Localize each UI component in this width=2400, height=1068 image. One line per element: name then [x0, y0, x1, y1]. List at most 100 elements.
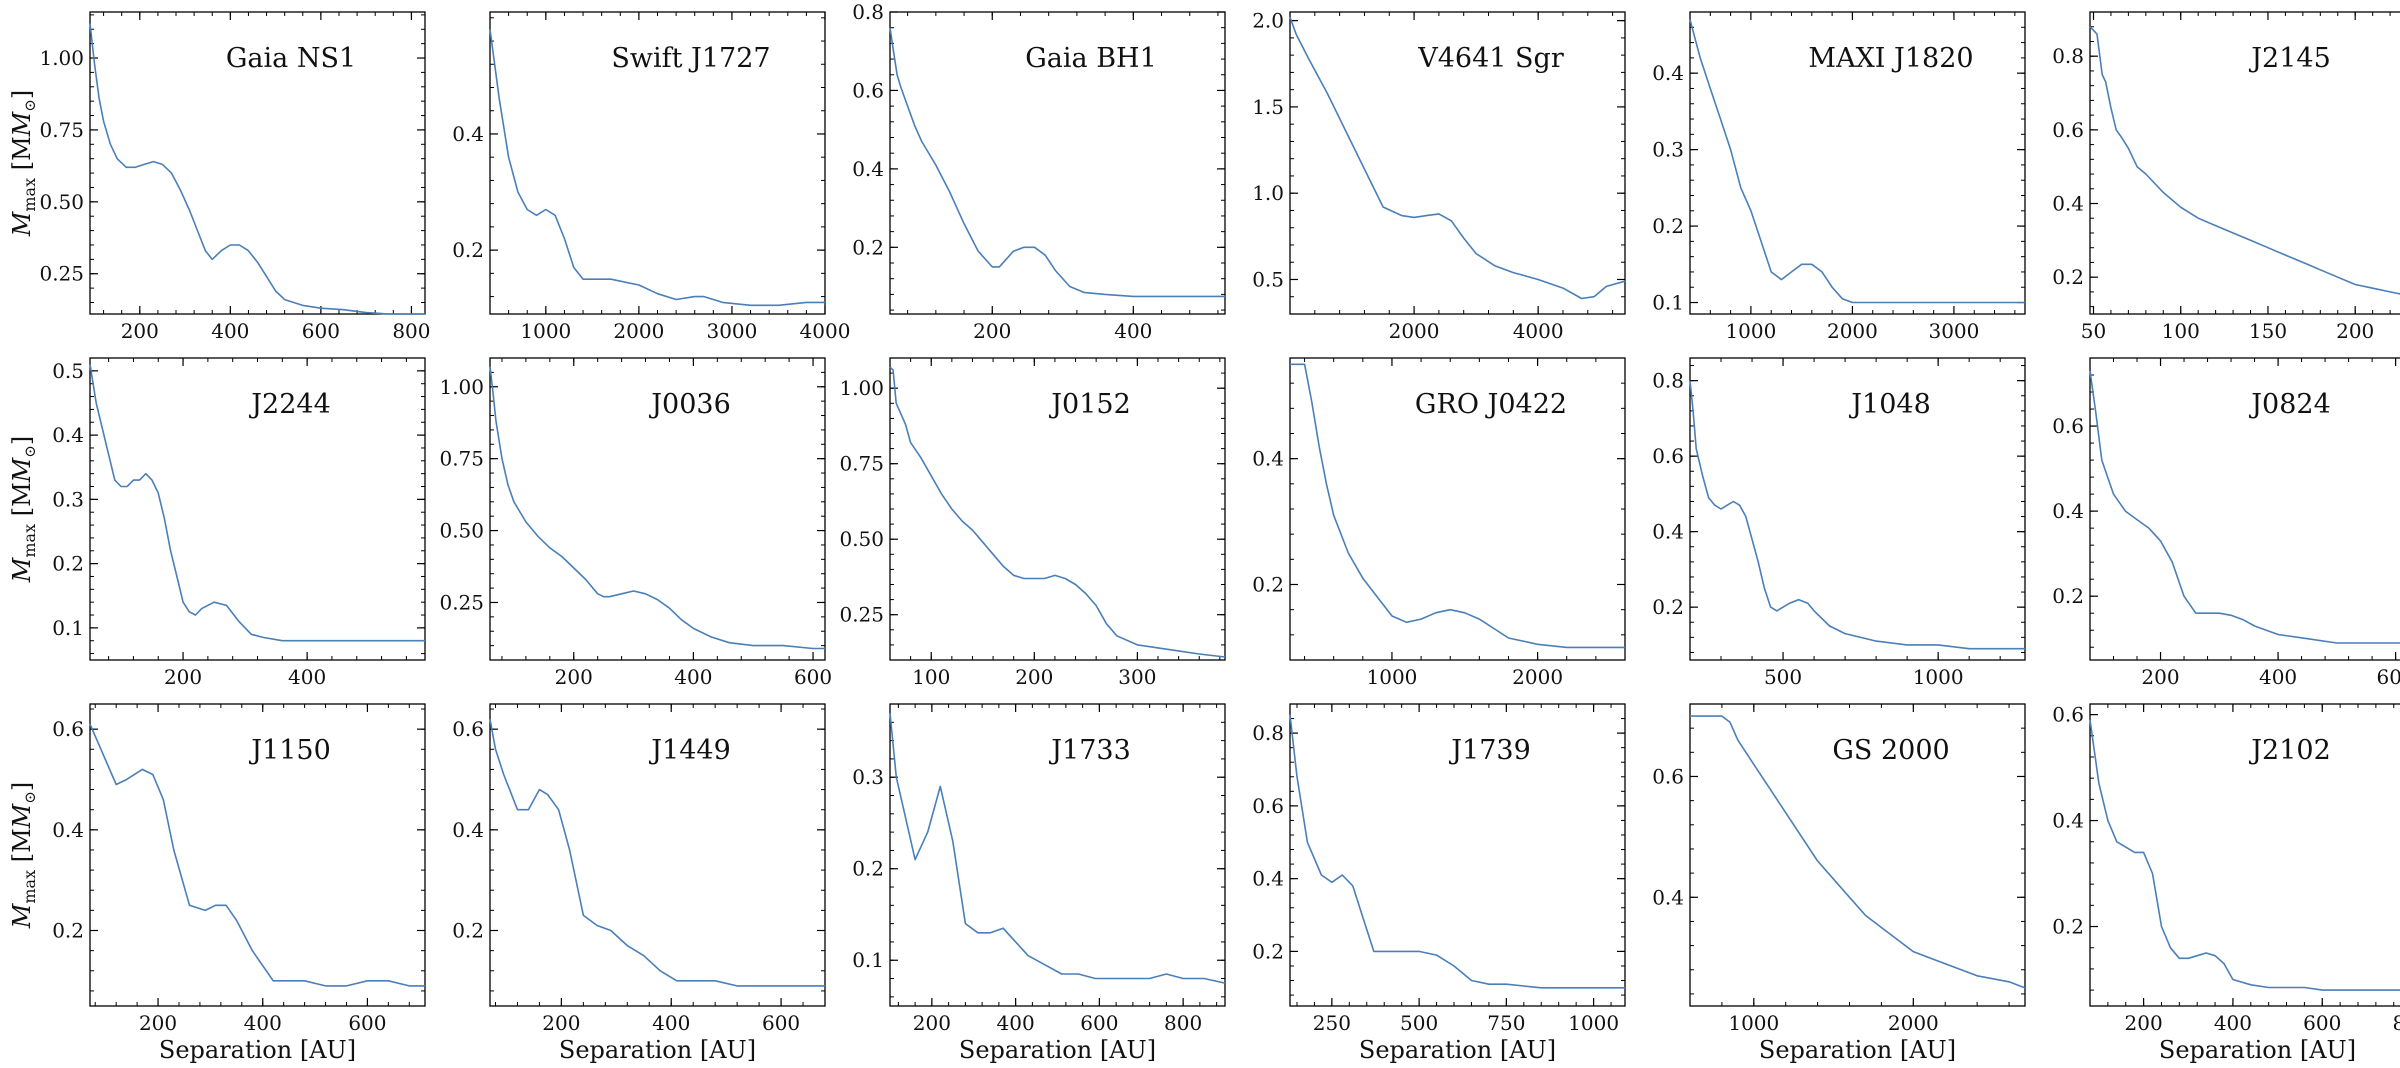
y-tick-label: 0.8 [2052, 44, 2084, 68]
panel-title: J0824 [2248, 389, 2331, 420]
series-line [889, 27, 1225, 298]
y-tick-label: 0.75 [439, 447, 484, 471]
x-tick-label: 400 [244, 1011, 282, 1035]
x-tick-label: 400 [1114, 319, 1152, 343]
panel-title: MAXI J1820 [1808, 43, 1973, 74]
x-tick-label: 600 [1080, 1011, 1118, 1035]
chart-panel: 500 1000 0.2 0.4 0.6 0.8 J1048 [1652, 357, 2026, 689]
panel-title: J0152 [1048, 389, 1131, 420]
x-tick-label: 2000 [1512, 665, 1563, 689]
y-tick-label: 1.00 [39, 46, 84, 70]
x-tick-label: 600 [348, 1011, 386, 1035]
x-tick-label: 1000 [1913, 665, 1964, 689]
y-tick-label: 2.0 [1252, 9, 1284, 33]
y-tick-label: 0.8 [1652, 369, 1684, 393]
plot-frame [89, 11, 426, 315]
x-tick-label: 800 [2393, 1011, 2400, 1035]
x-tick-label: 400 [674, 665, 712, 689]
y-tick-label: 0.3 [1652, 138, 1684, 162]
chart-panel: 50 100 150 200 0.2 0.4 0.6 0.8 J2145 [2052, 11, 2400, 343]
chart-panel: 200 400 600 800 0.25 0.50 0.75 1.00 Gaia NS1 Mmax… [8, 11, 431, 343]
series-line [1689, 19, 2025, 304]
panel-title: V4641 Sgr [1417, 43, 1564, 74]
series-line [889, 713, 1226, 984]
x-tick-label: 400 [211, 319, 249, 343]
y-tick-label: 0.25 [439, 590, 484, 614]
chart-panel: 1000 2000 3000 4000 0.2 0.4 Swift J1727 [452, 11, 850, 343]
y-tick-label: 0.4 [1252, 867, 1284, 891]
y-tick-label: 0.50 [39, 190, 84, 214]
x-tick-label: 800 [1164, 1011, 1202, 1035]
series-line [89, 723, 425, 987]
series-line [889, 366, 1226, 658]
chart-panel: 200 400 600 800 0.2 0.4 0.6 J2102 Separation [AU… [2052, 703, 2400, 1064]
panel-title: J0036 [648, 389, 731, 420]
chart-panel: 200 400 0.2 0.4 0.6 0.8 Gaia BH1 [852, 0, 1226, 343]
x-tick-label: 200 [121, 319, 159, 343]
series-line [489, 718, 825, 987]
x-tick-label: 200 [555, 665, 593, 689]
x-tick-label: 600 [2303, 1011, 2341, 1035]
y-tick-label: 0.4 [2052, 809, 2084, 833]
y-tick-label: 0.6 [52, 717, 84, 741]
chart-panel: 250 500 750 1000 0.2 0.4 0.6 0.8 J1739 Separation… [1252, 703, 1626, 1064]
x-tick-label: 2000 [1389, 319, 1440, 343]
plot-frame [2089, 11, 2400, 315]
series-line [489, 29, 825, 307]
x-tick-label: 600 [2377, 665, 2400, 689]
x-tick-label: 200 [2141, 665, 2179, 689]
x-tick-label: 1000 [1725, 319, 1776, 343]
y-tick-label: 1.0 [1252, 181, 1284, 205]
x-tick-label: 50 [2081, 319, 2106, 343]
panel-title: GS 2000 [1832, 735, 1949, 766]
y-tick-label: 1.00 [439, 375, 484, 399]
y-tick-label: 1.5 [1252, 95, 1284, 119]
x-axis-label: Separation [AU] [1359, 1036, 1556, 1064]
plot-frame [889, 703, 1226, 1007]
x-tick-label: 400 [652, 1011, 690, 1035]
y-axis-label: Mmax [MM⊙] [8, 90, 39, 237]
panel-title: J1739 [1448, 735, 1531, 766]
x-tick-label: 3000 [1928, 319, 1979, 343]
y-tick-label: 0.4 [1252, 447, 1284, 471]
chart-panel: 200 400 600 0.2 0.4 0.6 J1150 Separation [AU] Mm… [8, 703, 426, 1064]
y-tick-label: 0.6 [1652, 444, 1684, 468]
x-tick-label: 500 [1764, 665, 1802, 689]
x-tick-label: 200 [973, 319, 1011, 343]
x-axis-label: Separation [AU] [2159, 1036, 2356, 1064]
x-tick-label: 400 [997, 1011, 1035, 1035]
y-tick-label: 0.4 [2052, 192, 2084, 216]
x-tick-label: 2000 [1888, 1011, 1939, 1035]
plot-frame [489, 703, 826, 1007]
plot-frame [489, 357, 826, 661]
y-tick-label: 0.4 [452, 818, 484, 842]
x-tick-label: 150 [2249, 319, 2287, 343]
y-axis-label: Mmax [MM⊙] [8, 436, 39, 583]
x-tick-label: 1000 [1728, 1011, 1779, 1035]
y-tick-label: 0.3 [52, 487, 84, 511]
y-tick-label: 0.2 [1652, 214, 1684, 238]
y-tick-label: 0.1 [852, 948, 884, 972]
series-line [89, 23, 425, 315]
x-tick-label: 600 [762, 1011, 800, 1035]
chart-panel: 1000 2000 0.4 0.6 GS 2000 Separation [AU] [1652, 703, 2026, 1064]
plot-frame [89, 703, 426, 1007]
y-tick-label: 0.2 [452, 238, 484, 262]
y-tick-label: 0.6 [852, 78, 884, 102]
y-tick-label: 0.4 [2052, 499, 2084, 523]
plot-frame [1289, 703, 1626, 1007]
y-tick-label: 0.2 [1252, 573, 1284, 597]
x-tick-label: 300 [1118, 665, 1156, 689]
y-tick-label: 0.2 [1652, 595, 1684, 619]
y-tick-label: 0.4 [1652, 520, 1684, 544]
panel-title: J1048 [1848, 389, 1931, 420]
x-tick-label: 1000 [1367, 665, 1418, 689]
panel-title: Gaia NS1 [226, 43, 356, 74]
y-tick-label: 0.6 [2052, 118, 2084, 142]
x-tick-label: 200 [1015, 665, 1053, 689]
y-tick-label: 0.50 [439, 519, 484, 543]
series-line [2089, 370, 2400, 644]
y-tick-label: 0.1 [1652, 291, 1684, 315]
x-tick-label: 200 [913, 1011, 951, 1035]
